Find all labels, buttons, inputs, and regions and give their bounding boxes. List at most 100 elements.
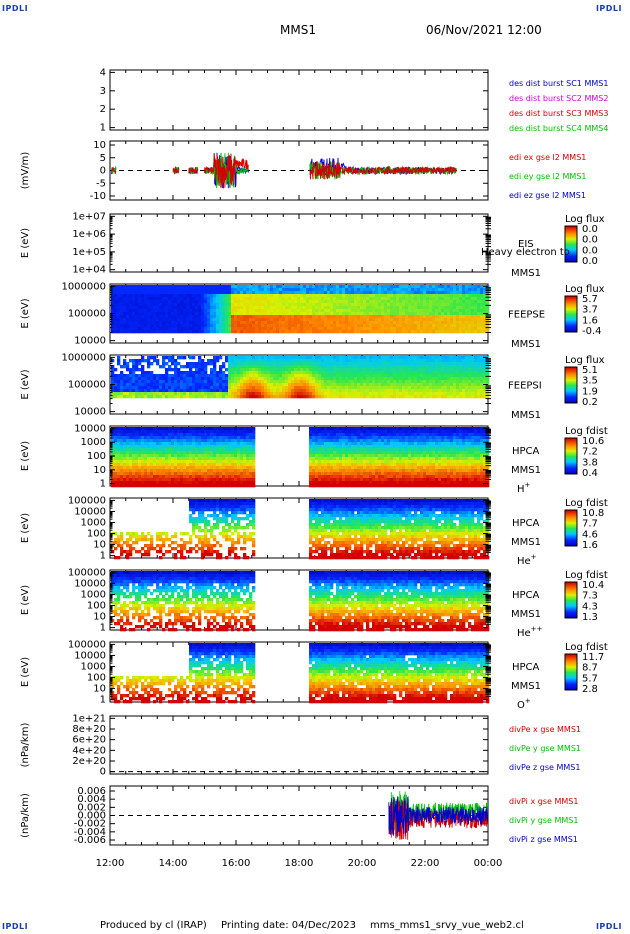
eis-ylabel: E (eV) [20, 228, 31, 258]
hpca-he-cb-tick: 1.6 [582, 540, 598, 551]
eis-ytick-label: 1e+05 [72, 247, 106, 258]
divpi-series-line [388, 796, 489, 836]
hpca-o-ylabel: E (eV) [20, 657, 31, 687]
feepse-cb-tick: 1.6 [582, 315, 598, 326]
hpca-o-cb-tick: 5.7 [582, 673, 598, 684]
footer-print-date: Printing date: 04/Dec/2023 [221, 920, 357, 931]
hpca-he-cb-tick: 4.6 [582, 529, 598, 540]
edi-ytick-label: -5 [96, 178, 106, 189]
hpca-hepp-ytick-label: 100000 [68, 567, 106, 578]
divpe-frame [109, 715, 489, 775]
mission-title: MMS1 [280, 23, 316, 37]
divpe-legend-entry: divPe y gse MMS1 [509, 744, 581, 753]
hpca-he-cb-tick: 10.8 [582, 508, 604, 519]
hpca-o-cb-tick: 2.8 [582, 684, 598, 695]
hpca-h-ylabel: E (eV) [20, 441, 31, 471]
edi-legend-entry: edi ez gse l2 MMS1 [509, 191, 586, 200]
xaxis-tick-label: 00:00 [474, 858, 503, 869]
hpca-hepp-cb-tick: 7.3 [582, 591, 598, 602]
hpca-hepp-species-label: He++ [517, 625, 543, 639]
feepse-cb-tick: -0.4 [582, 326, 602, 337]
corner-label-top-right: IPDLI [595, 4, 622, 13]
eis-cb-tick: 0.0 [582, 224, 598, 235]
edi-series-line [111, 167, 117, 174]
burst-legend-entry: des dist burst SC1 MMS1 [509, 79, 608, 88]
hpca-o-ytick-label: 10000 [74, 650, 106, 661]
eis-cb-tick: 0.0 [582, 256, 598, 267]
hpca-hepp-cb-tick: 4.3 [582, 601, 598, 612]
edi-series-line [204, 152, 249, 189]
divpi-ytick-label: 0.006 [77, 786, 106, 797]
feepse-ytick-label: 10000 [74, 336, 106, 347]
edi-legend-entry: edi ey gse l2 MMS1 [509, 172, 587, 181]
hpca-hepp-ytick-label: 1 [100, 623, 106, 634]
feepse-sc-label: MMS1 [511, 339, 541, 350]
hpca-he-cb-title: Log fdist [565, 498, 608, 509]
xaxis-tick-label: 12:00 [96, 858, 125, 869]
xaxis-tick-label: 20:00 [348, 858, 377, 869]
hpca-o-ytick-label: 1 [100, 695, 106, 706]
hpca-he-cb-tick: 7.7 [582, 519, 598, 530]
divpi-ytick-label: 0.002 [77, 802, 106, 813]
eis-ytick-label: 1e+07 [72, 211, 106, 222]
edi-ytick-label: 5 [100, 153, 106, 164]
eis-cb-tick: 0.0 [582, 235, 598, 246]
hpca-h-ytick-label: 10 [93, 465, 106, 476]
hpca-o-cb-tick: 11.7 [582, 652, 604, 663]
hpca-o-species-label: O+ [517, 697, 531, 711]
hpca-he-ytick-label: 1 [100, 551, 106, 562]
edi-series-line [204, 153, 249, 189]
burst-legend-entry: des dist burst SC2 MMS2 [509, 94, 608, 103]
hpca-h-ytick-label: 100 [87, 451, 106, 462]
xaxis-tick-label: 18:00 [285, 858, 314, 869]
hpca-h-cb-tick: 7.2 [582, 447, 598, 458]
divpi-ytick-label: -0.006 [74, 835, 106, 846]
divpi-ylabel: (nPa/km) [20, 793, 31, 838]
edi-ytick-label: 10 [93, 140, 106, 151]
hpca-he-ytick-label: 10 [93, 540, 106, 551]
eis-colorbar [564, 225, 578, 263]
feepse-cb-tick: 3.7 [582, 305, 598, 316]
hpca-o-sc-label: MMS1 [511, 681, 541, 692]
divpe-ytick-label: 1e+21 [72, 713, 106, 724]
corner-label-bottom-right: IPDLI [595, 922, 622, 931]
eis-frame [109, 213, 489, 273]
feepsi-cb-tick: 5.1 [582, 365, 598, 376]
divpe-legend-entry: divPe x gse MMS1 [509, 725, 581, 734]
divpe-ytick-label: 0 [100, 767, 106, 778]
hpca-hepp-cb-tick: 1.3 [582, 612, 598, 623]
footer-filename: mms_mms1_srvy_vue_web2.cl [370, 920, 524, 931]
hpca-he-ytick-label: 100000 [68, 495, 106, 506]
feepsi-instrument-label: FEEPSI [508, 381, 542, 392]
feepse-colorbar [564, 295, 578, 333]
hpca-h-cb-tick: 3.8 [582, 457, 598, 468]
feepsi-colorbar [564, 366, 578, 404]
divpe-ylabel: (nPa/km) [20, 723, 31, 768]
feepse-ytick-label: 1000000 [61, 281, 106, 292]
hpca-o-colorbar [564, 653, 578, 691]
hpca-o-ytick-label: 100 [87, 673, 106, 684]
footer-produced: Produced by cl (IRAP) [100, 920, 207, 931]
hpca-o-cb-title: Log fdist [565, 642, 608, 653]
hpca-he-ytick-label: 100 [87, 529, 106, 540]
eis-cb-tick: 0.0 [582, 245, 598, 256]
feepse-ylabel: E (eV) [20, 298, 31, 328]
hpca-o-ytick-label: 10 [93, 684, 106, 695]
divpe-ytick-label: 8e+20 [72, 724, 106, 735]
divpe-ytick-label: 2e+20 [72, 756, 106, 767]
burst-ytick-label: 2 [100, 104, 106, 115]
eis-cb-title: Log flux [565, 214, 605, 225]
eis-sc-label: MMS1 [511, 268, 541, 279]
xaxis-tick-label: 14:00 [159, 858, 188, 869]
feepsi-cb-tick: 1.9 [582, 386, 598, 397]
divpe-ytick-label: 6e+20 [72, 735, 106, 746]
burst-ytick-label: 3 [100, 86, 106, 97]
divpi-ytick-label: 0.004 [77, 794, 106, 805]
hpca-hepp-sc-label: MMS1 [511, 609, 541, 620]
hpca-h-cb-tick: 10.6 [582, 436, 604, 447]
feepse-instrument-label: FEEPSE [508, 310, 545, 321]
divpe-ytick-label: 4e+20 [72, 745, 106, 756]
feepsi-ytick-label: 1000000 [61, 352, 106, 363]
corner-label-top-left: IPDLI [2, 4, 29, 13]
